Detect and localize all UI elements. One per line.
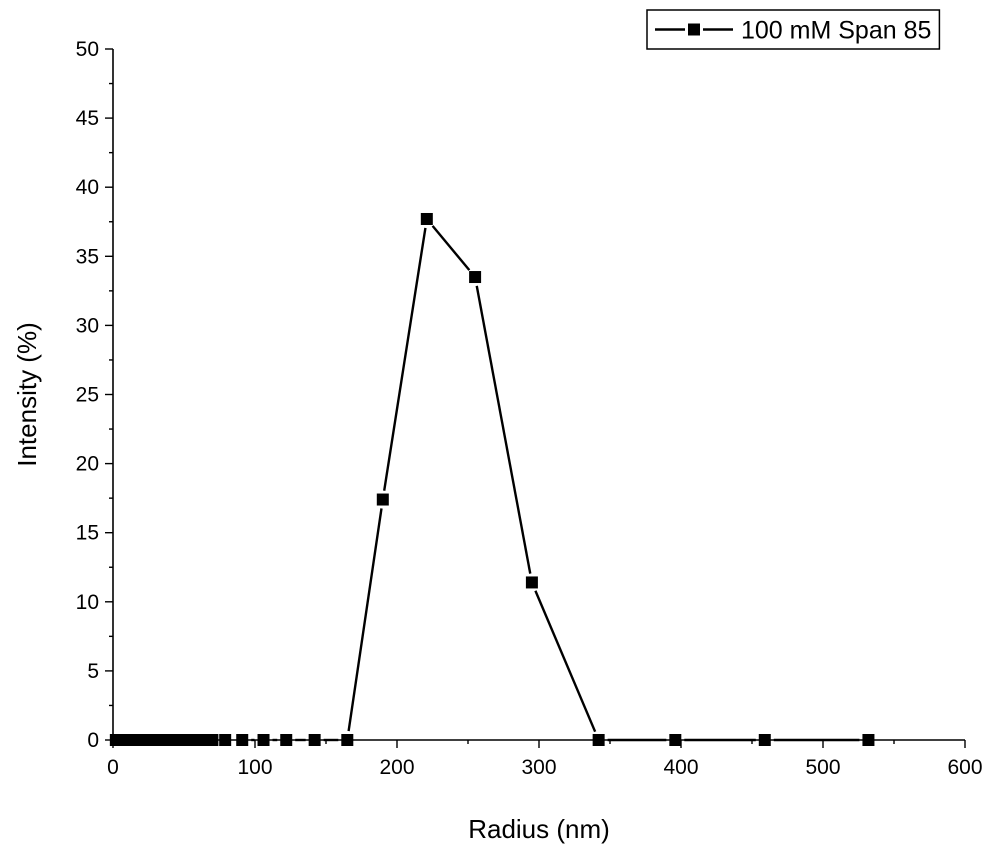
y-tick-label: 45 — [76, 107, 99, 130]
y-axis-title: Intensity (%) — [12, 322, 42, 467]
y-tick-label: 15 — [76, 522, 99, 545]
data-point — [308, 734, 321, 746]
y-tick-label: 5 — [87, 660, 99, 683]
data-point — [862, 734, 875, 746]
series-layer — [109, 212, 875, 746]
x-axis-title: Radius (nm) — [468, 814, 610, 844]
data-point — [219, 734, 232, 746]
x-tick-label: 0 — [107, 756, 119, 779]
y-tick-label: 20 — [76, 453, 99, 476]
y-axis-ticks: 0 5 10 15 20 25 30 35 40 45 50 — [76, 38, 113, 752]
data-point — [236, 734, 249, 746]
data-point — [469, 271, 482, 284]
series-line-segment — [347, 508, 383, 732]
y-tick-label: 50 — [76, 38, 99, 61]
data-point — [341, 734, 354, 746]
y-tick-label: 30 — [76, 314, 99, 337]
x-axis-ticks: 0 100 200 300 400 500 600 — [107, 740, 983, 779]
data-point — [420, 212, 433, 225]
x-tick-label: 500 — [805, 756, 840, 779]
data-point — [206, 734, 219, 746]
x-tick-label: 300 — [521, 756, 556, 779]
data-point — [758, 734, 771, 746]
series-line-segment — [534, 590, 597, 733]
series-line-segment — [475, 285, 532, 574]
data-point — [257, 734, 270, 746]
data-point — [376, 493, 389, 506]
legend: 100 mM Span 85 — [646, 9, 941, 50]
y-tick-label: 35 — [76, 245, 99, 268]
data-point — [280, 734, 293, 746]
legend-marker — [688, 23, 700, 36]
data-point — [525, 576, 538, 589]
data-point — [592, 734, 605, 746]
x-tick-label: 400 — [663, 756, 698, 779]
y-tick-label: 40 — [76, 176, 99, 199]
data-point — [669, 734, 682, 746]
y-tick-label: 25 — [76, 384, 99, 407]
legend-label: 100 mM Span 85 — [741, 17, 931, 45]
y-tick-label: 10 — [76, 591, 99, 614]
series-line-segment — [383, 227, 427, 491]
x-tick-label: 200 — [379, 756, 414, 779]
x-tick-label: 600 — [947, 756, 982, 779]
x-tick-label: 100 — [237, 756, 272, 779]
series-line-segment — [431, 225, 471, 271]
y-tick-label: 0 — [87, 729, 99, 752]
plot-frame — [112, 49, 965, 741]
